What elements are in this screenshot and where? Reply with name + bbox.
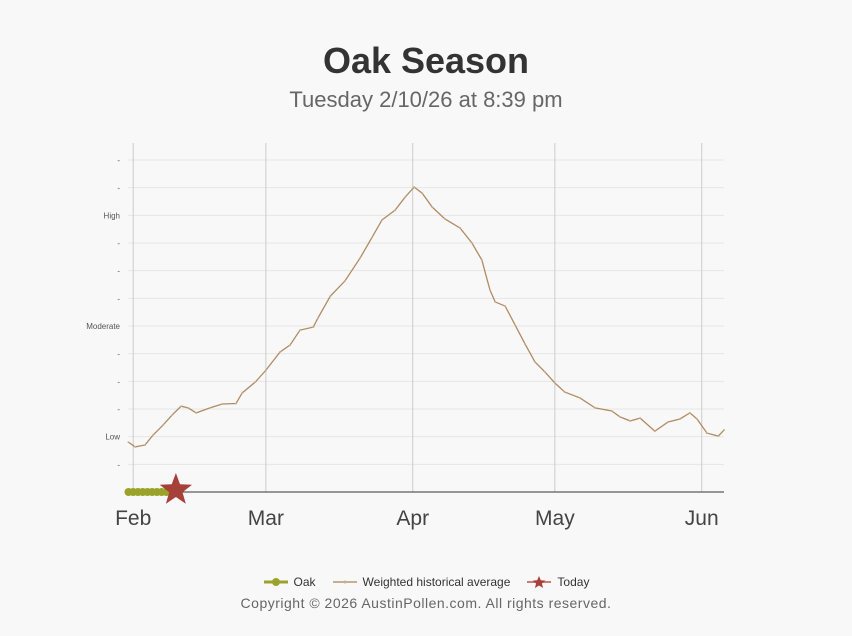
average-point: [329, 295, 332, 298]
x-tick-label: Feb: [115, 507, 151, 530]
x-tick-label: Apr: [396, 507, 429, 530]
average-point: [488, 289, 491, 292]
y-tick-label: -: [117, 460, 120, 469]
chart: - Low - - - Moderate - - - High - - Feb Mar Apr May Jun: [86, 143, 725, 530]
average-point: [629, 419, 632, 422]
average-point: [578, 396, 581, 399]
y-tick-label: High: [104, 211, 120, 220]
average-point: [421, 192, 424, 195]
average-point: [653, 430, 656, 433]
average-point: [470, 242, 473, 244]
average-point: [180, 405, 183, 408]
average-point: [298, 329, 301, 332]
y-tick-label: Low: [105, 433, 120, 442]
average-point: [494, 300, 497, 303]
legend-label-oak: Oak: [293, 575, 316, 589]
legend: Oak Weighted historical average Today: [0, 575, 852, 589]
average-legend-icon: [332, 580, 357, 584]
x-tick-label: May: [535, 507, 575, 530]
average-point: [162, 424, 165, 427]
average-point: [264, 369, 267, 372]
average-point: [144, 443, 147, 446]
average-point: [480, 259, 483, 262]
y-tick-label: Moderate: [86, 322, 120, 331]
y-tick-label: -: [117, 350, 120, 359]
average-point: [187, 406, 190, 409]
average-point: [195, 411, 198, 414]
average-point: [723, 429, 725, 432]
average-point: [343, 279, 346, 282]
average-point: [134, 445, 137, 448]
legend-label-today: Today: [557, 575, 590, 589]
average-point: [705, 432, 708, 435]
legend-item-today[interactable]: Today: [526, 575, 589, 589]
y-tick-label: -: [117, 377, 120, 386]
oak-legend-icon: [263, 578, 288, 586]
y-tick-label: -: [117, 239, 120, 248]
average-line: [128, 186, 725, 448]
average-point: [235, 402, 238, 405]
average-point: [289, 344, 292, 347]
average-point: [533, 360, 536, 363]
today-star-marker: [159, 473, 192, 504]
y-tick-label: -: [117, 405, 120, 414]
average-point: [524, 342, 527, 345]
average-point: [459, 227, 462, 230]
average-point: [404, 196, 407, 199]
average-point: [610, 409, 613, 412]
average-point: [254, 380, 257, 383]
average-point: [312, 326, 315, 329]
average-point: [394, 209, 397, 212]
legend-label-average: Weighted historical average: [362, 575, 511, 589]
average-point: [221, 403, 224, 406]
average-point: [639, 417, 642, 420]
x-tick-label: Mar: [248, 507, 284, 530]
average-point: [208, 406, 211, 409]
average-point: [431, 206, 434, 209]
average-point: [359, 256, 362, 259]
average-point: [717, 435, 720, 438]
chart-subtitle: Tuesday 2/10/26 at 8:39 pm: [289, 87, 563, 112]
average-point: [688, 411, 691, 414]
chart-title: Oak Season: [322, 40, 530, 81]
average-point: [594, 406, 597, 409]
average-point: [370, 236, 373, 239]
average-point: [695, 417, 698, 420]
y-tick-label: -: [117, 156, 120, 165]
legend-item-average[interactable]: Weighted historical average: [332, 575, 511, 589]
y-tick-label: -: [117, 184, 120, 193]
average-point: [279, 351, 282, 354]
y-tick-label: -: [117, 267, 120, 276]
average-point: [504, 305, 507, 308]
average-point: [678, 417, 681, 420]
star-legend-icon: [527, 576, 552, 588]
average-point: [241, 391, 244, 394]
legend-item-oak[interactable]: Oak: [263, 575, 316, 589]
average-point: [443, 217, 446, 220]
average-point: [563, 391, 566, 394]
average-point: [619, 416, 622, 419]
average-point: [171, 414, 174, 417]
average-point: [413, 186, 416, 189]
average-point: [553, 381, 556, 384]
y-tick-label: -: [117, 294, 120, 303]
copyright: Copyright © 2026 AustinPollen.com. All r…: [240, 595, 612, 611]
average-point: [380, 219, 383, 222]
average-point: [152, 434, 155, 437]
average-point: [667, 421, 670, 424]
average-point: [127, 441, 130, 444]
average-point: [514, 323, 517, 326]
average-point: [316, 316, 319, 319]
average-point: [543, 370, 546, 373]
x-tick-label: Jun: [685, 507, 719, 530]
